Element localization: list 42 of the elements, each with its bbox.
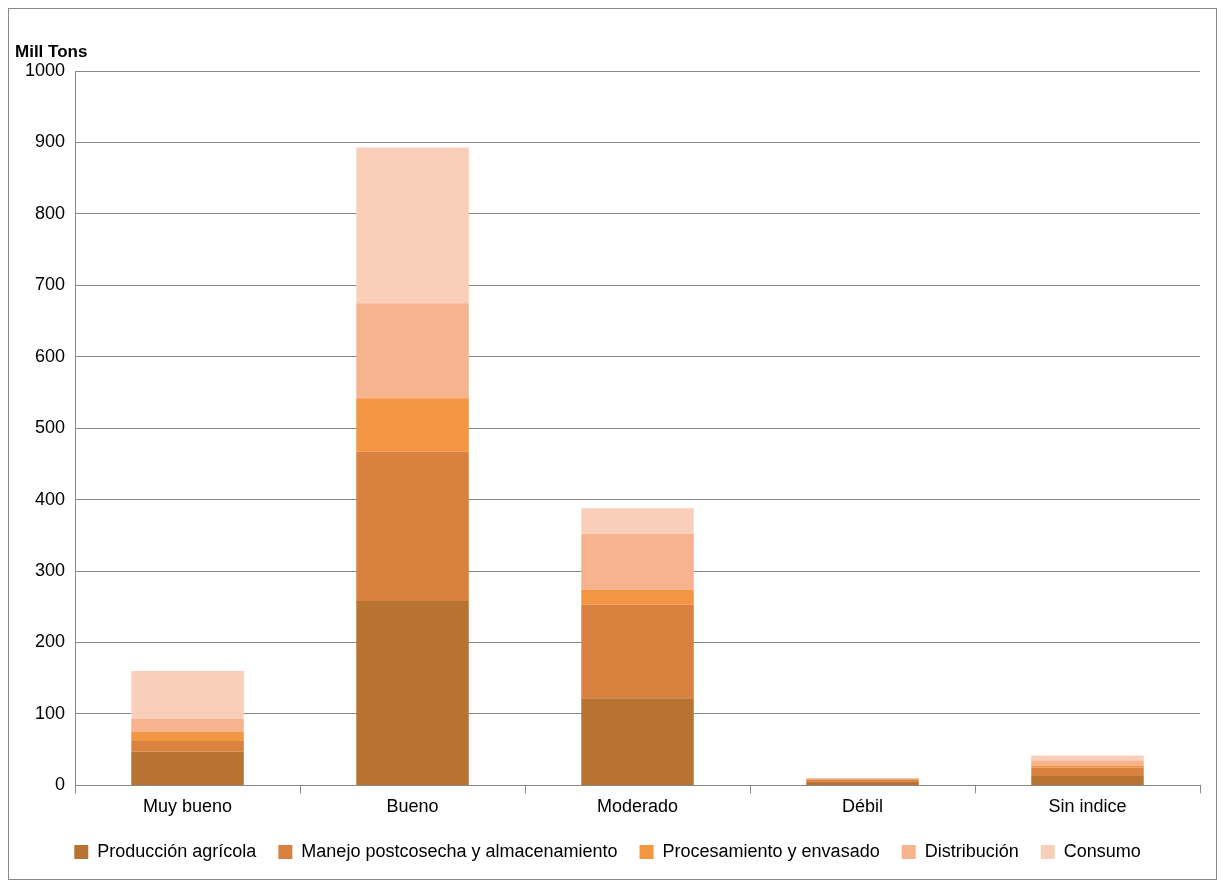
y-tick-label: 500 <box>35 417 66 438</box>
bar <box>1031 765 1144 768</box>
bar <box>356 147 469 304</box>
legend-label: Producción agrícola <box>97 840 258 861</box>
bar <box>356 601 469 785</box>
x-tick-label: Sin indice <box>1048 796 1127 817</box>
x-tick-label: Moderado <box>596 796 679 817</box>
bar <box>131 731 244 742</box>
bar <box>581 508 694 534</box>
bar <box>131 671 244 719</box>
bar <box>131 751 244 785</box>
y-tick-label: 100 <box>35 702 66 723</box>
bar <box>581 698 694 785</box>
bar <box>1031 755 1144 761</box>
y-tick-label: 1000 <box>25 59 66 80</box>
x-tick-label: Bueno <box>386 796 439 817</box>
y-tick-label: 800 <box>35 202 66 223</box>
bar <box>1031 776 1144 785</box>
bar <box>131 741 244 752</box>
legend-label: Consumo <box>1063 840 1141 861</box>
legend-label: Procesamiento y envasado <box>662 840 880 861</box>
bar <box>356 451 469 602</box>
bar <box>356 398 469 452</box>
bar <box>1031 767 1144 777</box>
y-tick-label: 200 <box>35 631 66 652</box>
bar <box>1031 760 1144 766</box>
bar <box>131 718 244 732</box>
legend-label: Distribución <box>924 840 1019 861</box>
bar <box>581 589 694 605</box>
y-tick-label: 700 <box>35 274 66 295</box>
y-tick-label: 300 <box>35 560 66 581</box>
y-tick-label: 0 <box>55 774 66 795</box>
y-tick-label: 600 <box>35 345 66 366</box>
x-tick-label: Muy bueno <box>143 796 233 817</box>
x-tick-label: Débil <box>842 796 884 817</box>
y-axis-title: Mill Tons <box>15 42 88 62</box>
bar <box>356 303 469 399</box>
bar <box>581 604 694 699</box>
legend-label: Manejo postcosecha y almacenamiento <box>301 840 618 861</box>
y-tick-label: 900 <box>35 131 66 152</box>
bar <box>581 533 694 590</box>
y-tick-label: 400 <box>35 488 66 509</box>
